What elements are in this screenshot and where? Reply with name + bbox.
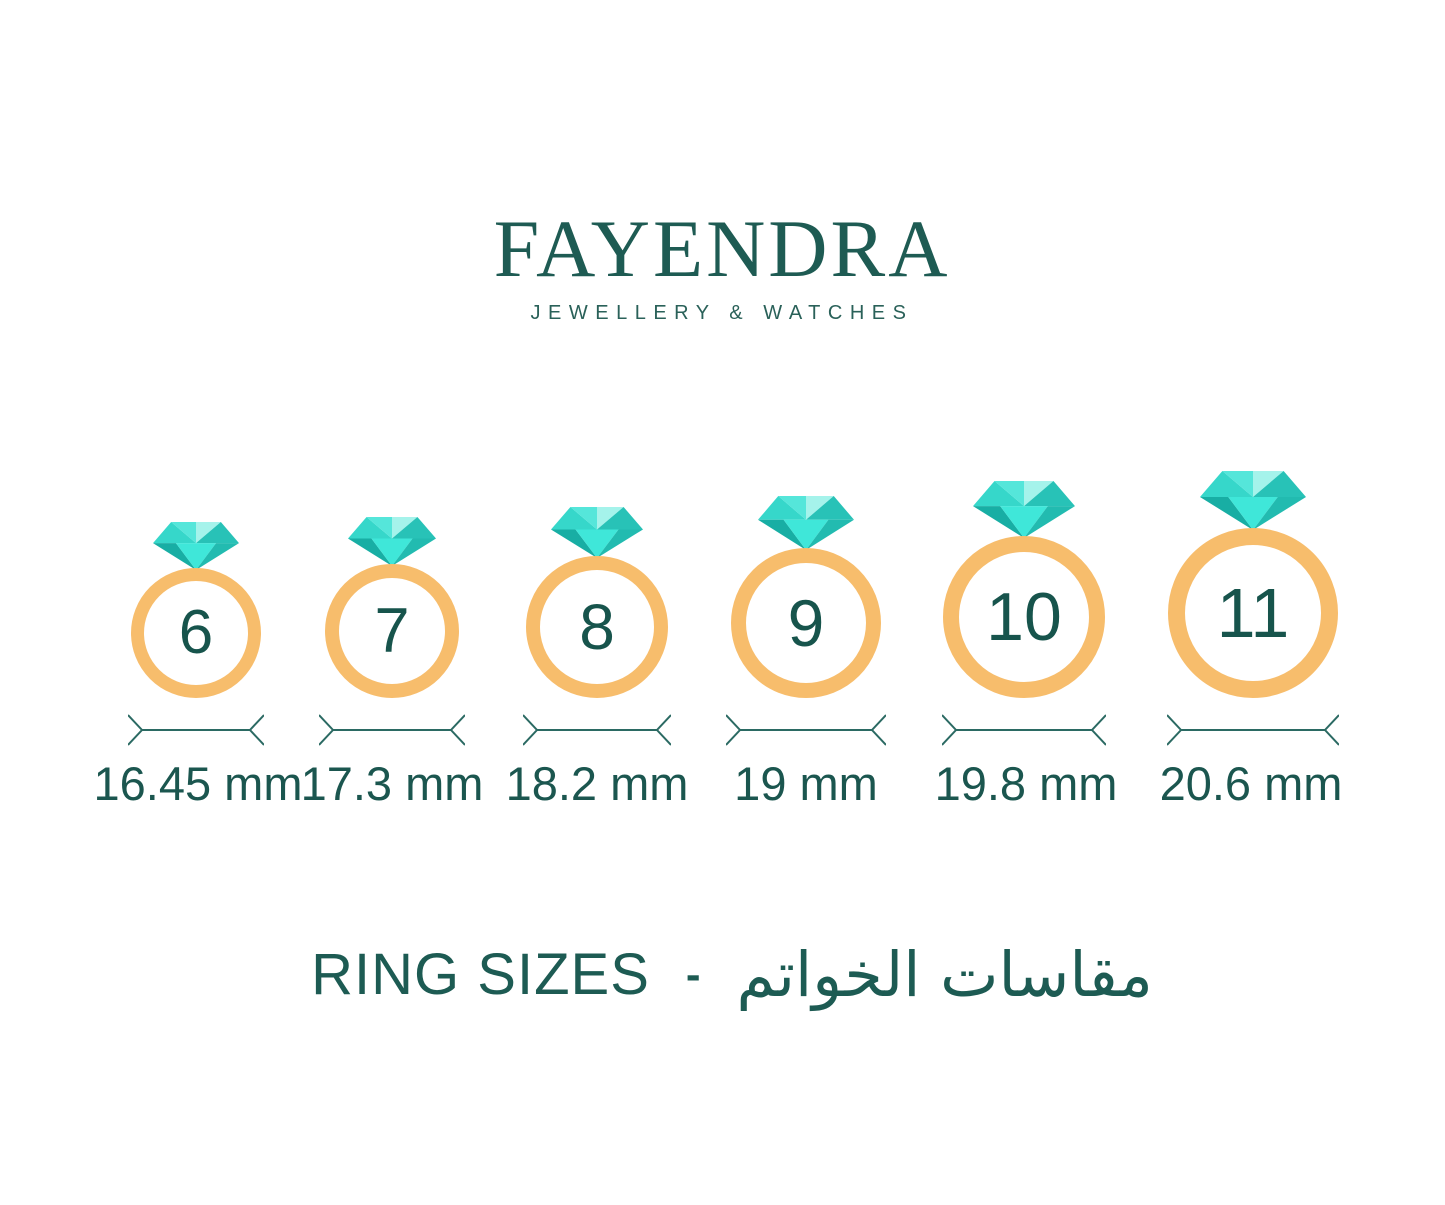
diameter-label: 16.45 mm (93, 757, 303, 810)
dimension-arrow (523, 714, 671, 746)
ring-band: 9 (731, 548, 881, 698)
diamond-icon (153, 522, 239, 570)
dimension-arrow (726, 714, 886, 746)
diameter-label: 17.3 mm (300, 757, 484, 810)
diamond-icon (973, 481, 1075, 538)
dash-separator: - (685, 949, 701, 999)
ring-item: 10 (943, 481, 1105, 698)
ring-item: 8 (526, 507, 668, 698)
diameter-label: 20.6 mm (1159, 757, 1343, 810)
ring-size-number: 6 (178, 598, 214, 667)
diamond-icon (758, 496, 854, 550)
ring-band: 7 (325, 564, 459, 698)
dimension-arrow (1167, 714, 1339, 746)
ring-item: 11 (1168, 471, 1338, 698)
diamond-icon (551, 507, 643, 558)
dimension-arrow (128, 714, 264, 746)
ring-band: 6 (131, 568, 261, 698)
brand-name: FAYENDRA (493, 203, 951, 294)
brand-tagline: JEWELLERY & WATCHES (530, 302, 914, 324)
diameter-label: 18.2 mm (505, 757, 689, 810)
diameter-label: 19.8 mm (934, 757, 1118, 810)
ring-size-number: 11 (1216, 574, 1290, 652)
brand-logo: FAYENDRA JEWELLERY & WATCHES (494, 208, 951, 325)
footer-title-en: RING SIZES (311, 942, 650, 1007)
ring-size-number: 9 (787, 586, 825, 660)
dimension-arrow (942, 714, 1106, 746)
ring-band: 10 (943, 536, 1105, 698)
ring-item: 7 (325, 517, 459, 698)
diamond-icon (1200, 471, 1306, 530)
ring-band: 11 (1168, 528, 1338, 698)
dimension-arrow (319, 714, 465, 746)
ring-item: 6 (131, 522, 261, 698)
ring-size-number: 7 (374, 595, 410, 666)
ring-size-number: 10 (986, 579, 1062, 655)
ring-item: 9 (731, 496, 881, 698)
ring-band: 8 (526, 556, 668, 698)
diameter-label: 19 mm (734, 757, 878, 810)
footer-title-ar: مقاسات الخواتم (736, 938, 1153, 1011)
ring-size-number: 8 (579, 591, 615, 663)
footer-title: RING SIZES - مقاسات الخواتم (311, 938, 1153, 1011)
diamond-icon (348, 517, 436, 566)
